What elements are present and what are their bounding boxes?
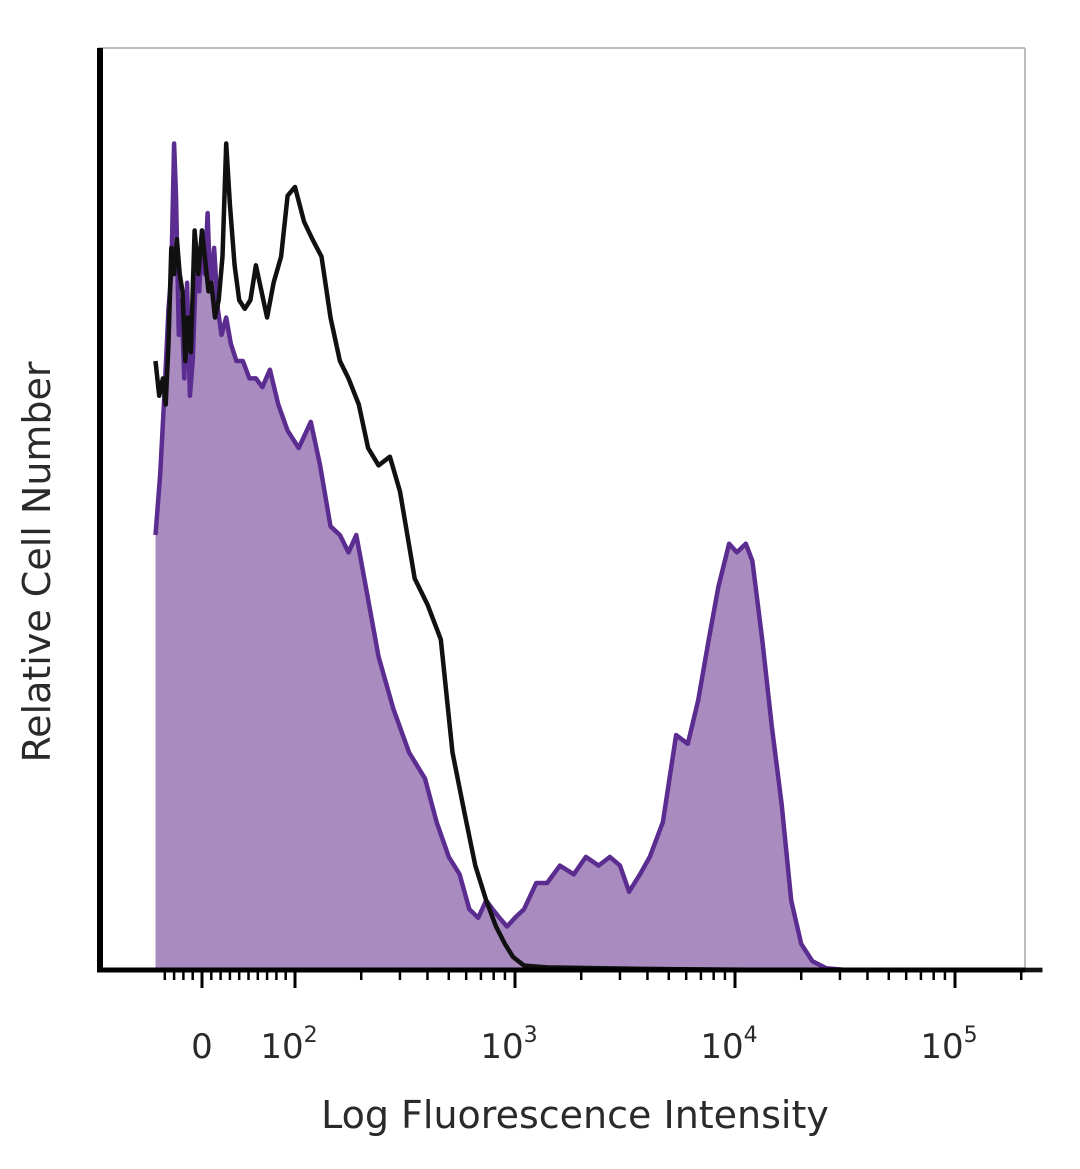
axes [97, 48, 1025, 973]
x-tick-marks [163, 970, 1023, 988]
x-tick-label: 105 [920, 1023, 977, 1067]
x-tick-label: 104 [700, 1023, 757, 1067]
y-axis-title: Relative Cell Number [15, 361, 59, 762]
x-tick-label: 103 [480, 1023, 537, 1067]
plot-frame [98, 47, 1026, 970]
x-tick-label: 0 [191, 1027, 213, 1067]
x-tick-label: 102 [260, 1023, 317, 1067]
sample-histogram-fill [155, 143, 1043, 970]
control-histogram-line [153, 141, 1043, 973]
series-layer [153, 141, 1043, 973]
x-axis-title: Log Fluorescence Intensity [321, 1093, 829, 1137]
x-tick-labels: 0 102 103 104 105 [191, 1023, 977, 1067]
